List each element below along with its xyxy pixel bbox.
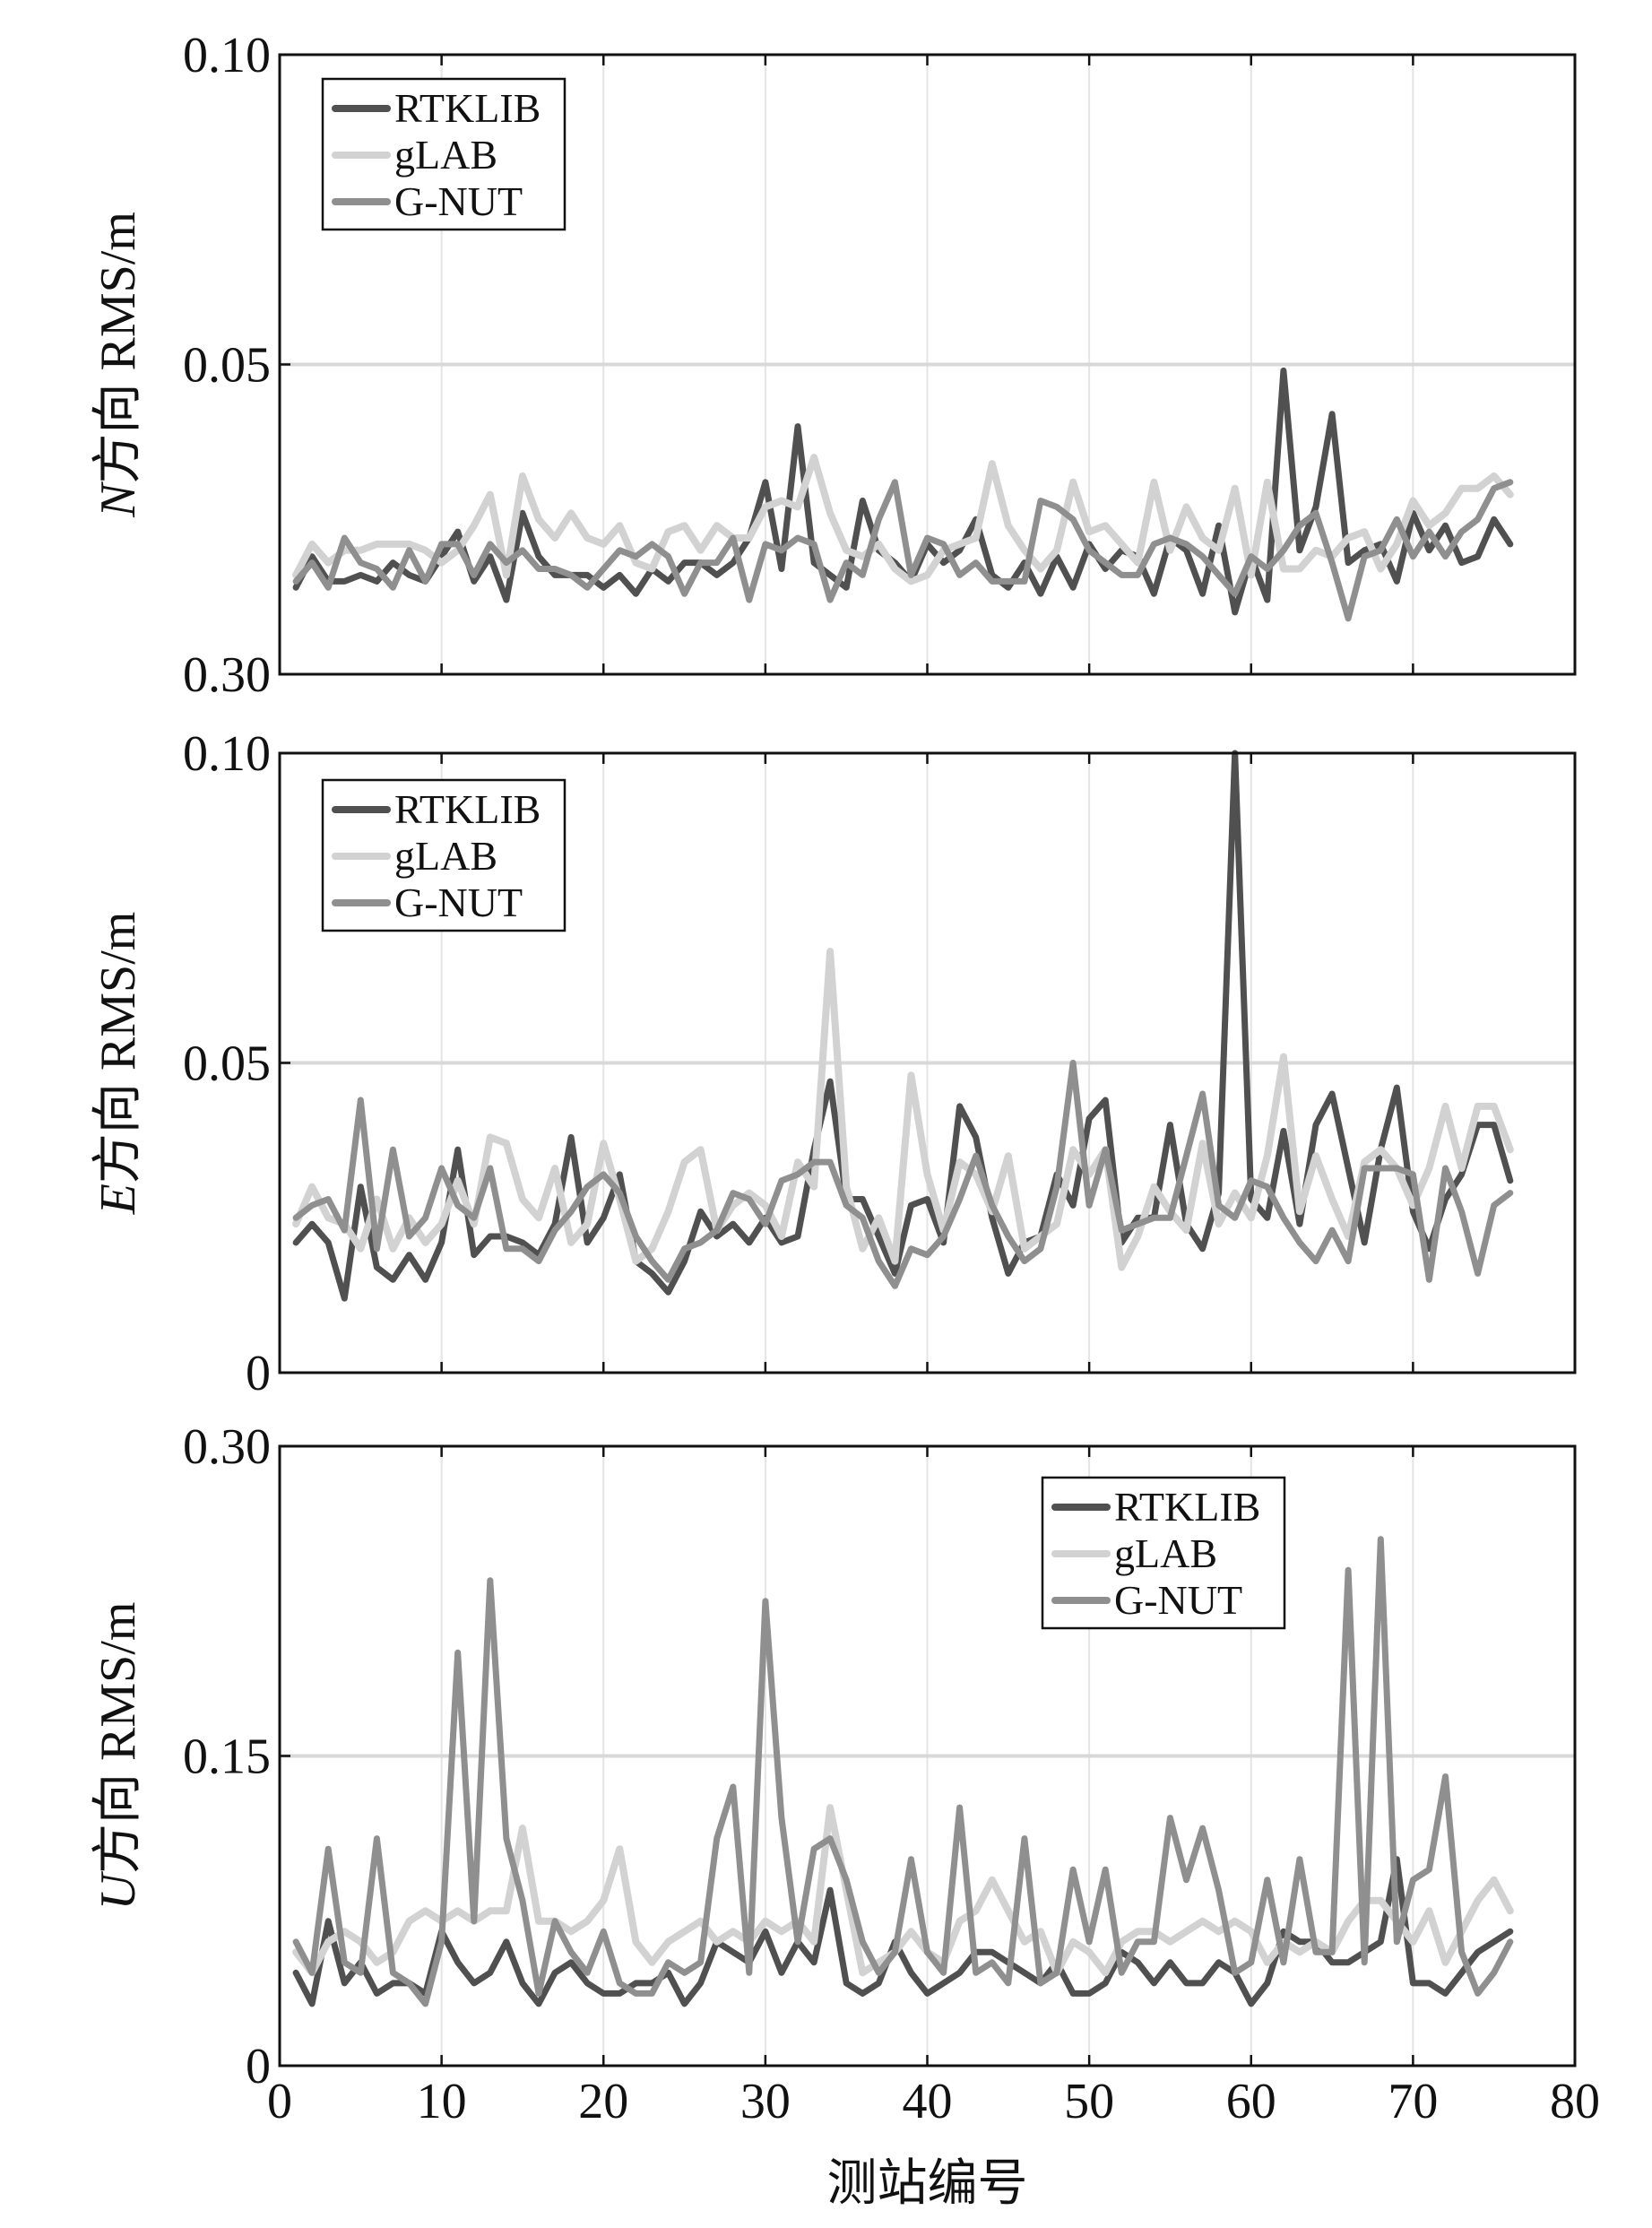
x-tick-label: 20 xyxy=(578,2074,628,2129)
legend-label-rtklib: RTKLIB xyxy=(1114,1484,1260,1530)
series-line-rtklib xyxy=(292,1856,1514,2007)
legend-label-glab: gLAB xyxy=(394,132,497,178)
y-tick-label: 0.05 xyxy=(183,1036,271,1092)
y-tick-label: 0.30 xyxy=(183,1419,271,1475)
x-tick-label: 60 xyxy=(1226,2074,1276,2129)
y-tick-label: 0.10 xyxy=(183,726,271,782)
x-tick-label: 10 xyxy=(417,2074,467,2129)
series-line-glab xyxy=(292,454,1514,585)
chart-panel-u: 0 0.15 0.30 0 10 20 30 40 50 60 70 80 测站编号 U方向 RMS/m R… xyxy=(91,1419,1600,2212)
x-tick-label: 30 xyxy=(740,2074,791,2129)
y-axis-label: U方向 RMS/m xyxy=(91,1602,146,1911)
y-tick-label: 0.05 xyxy=(183,338,271,394)
y-axis-label: E方向 RMS/m xyxy=(91,912,146,1216)
x-tick-label: 80 xyxy=(1550,2074,1600,2129)
legend-label-g-nut: G-NUT xyxy=(1114,1577,1242,1623)
series-line-glab xyxy=(292,948,1514,1271)
series-line-g-nut xyxy=(292,1536,1514,2007)
x-tick-label: 70 xyxy=(1388,2074,1438,2129)
x-tick-label: 50 xyxy=(1064,2074,1114,2129)
x-tick-label: 0 xyxy=(267,2074,292,2129)
legend-label-g-nut: G-NUT xyxy=(394,880,523,925)
y-tick-label: 0 xyxy=(246,2039,271,2094)
y-tick-label: 0.15 xyxy=(183,1730,271,1785)
legend-label-glab: gLAB xyxy=(1114,1530,1217,1576)
legend-label-rtklib: RTKLIB xyxy=(394,85,541,131)
x-axis-label: 测站编号 xyxy=(827,2156,1028,2212)
legend-label-rtklib: RTKLIB xyxy=(394,786,541,832)
y-tick-label: 0.30 xyxy=(183,647,271,703)
series-line-glab xyxy=(292,1804,1514,1977)
y-axis-label: N方向 RMS/m xyxy=(91,212,146,518)
y-tick-label: 0 xyxy=(246,1346,271,1401)
legend-label-g-nut: G-NUT xyxy=(394,178,523,224)
x-tick-label: 40 xyxy=(903,2074,953,2129)
legend-label-glab: gLAB xyxy=(394,833,497,879)
series-line-g-nut xyxy=(292,479,1514,622)
y-tick-label: 0.10 xyxy=(183,28,271,83)
series-line-g-nut xyxy=(292,1060,1514,1289)
